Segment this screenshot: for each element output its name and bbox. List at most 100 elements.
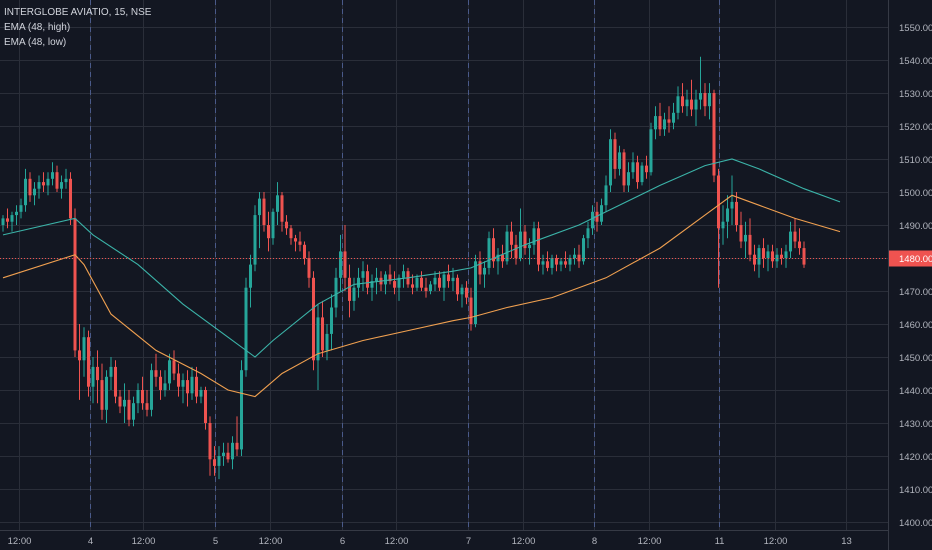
- candle[interactable]: [717, 168, 720, 288]
- candle[interactable]: [64, 168, 68, 189]
- candle[interactable]: [186, 370, 189, 407]
- candle[interactable]: [222, 442, 225, 466]
- candle[interactable]: [690, 79, 693, 117]
- candle[interactable]: [6, 208, 9, 229]
- candle[interactable]: [762, 238, 765, 268]
- candle[interactable]: [753, 244, 756, 272]
- candle[interactable]: [249, 254, 252, 308]
- candle[interactable]: [667, 106, 671, 133]
- candle[interactable]: [231, 436, 234, 470]
- candle[interactable]: [1, 215, 5, 232]
- candle[interactable]: [204, 386, 207, 430]
- candle[interactable]: [195, 366, 198, 404]
- candle[interactable]: [627, 162, 630, 192]
- candle[interactable]: [217, 446, 221, 480]
- candle[interactable]: [325, 324, 329, 361]
- candle[interactable]: [357, 267, 360, 298]
- candle[interactable]: [609, 129, 612, 192]
- candle[interactable]: [649, 122, 653, 176]
- candle[interactable]: [123, 383, 126, 423]
- candle[interactable]: [280, 192, 284, 232]
- candle[interactable]: [73, 208, 77, 358]
- candle[interactable]: [564, 251, 567, 268]
- candle[interactable]: [771, 244, 774, 268]
- candle[interactable]: [757, 244, 761, 278]
- candle[interactable]: [726, 195, 729, 239]
- candle[interactable]: [559, 258, 563, 272]
- candle[interactable]: [672, 102, 675, 130]
- ema-high-legend[interactable]: EMA (48, high): [4, 22, 71, 33]
- candle[interactable]: [37, 175, 41, 199]
- candle[interactable]: [285, 215, 288, 235]
- candle[interactable]: [802, 241, 806, 268]
- candle[interactable]: [60, 175, 63, 199]
- candle[interactable]: [289, 225, 293, 245]
- candle[interactable]: [604, 175, 608, 212]
- candle[interactable]: [226, 442, 230, 463]
- candle[interactable]: [181, 373, 185, 404]
- candle[interactable]: [537, 221, 540, 272]
- candle[interactable]: [105, 370, 108, 423]
- candle[interactable]: [150, 363, 153, 417]
- candle[interactable]: [582, 234, 585, 265]
- candle[interactable]: [118, 390, 122, 414]
- candle[interactable]: [145, 390, 149, 417]
- candle[interactable]: [168, 353, 171, 390]
- candle[interactable]: [514, 234, 518, 265]
- candle[interactable]: [793, 218, 797, 249]
- candle[interactable]: [748, 218, 752, 262]
- candle[interactable]: [55, 165, 59, 192]
- candle[interactable]: [15, 205, 18, 225]
- candle[interactable]: [622, 149, 626, 192]
- candle[interactable]: [352, 277, 356, 311]
- candle[interactable]: [735, 192, 738, 232]
- candle[interactable]: [114, 360, 117, 404]
- symbol-title[interactable]: INTERGLOBE AVIATIO, 15, NSE: [4, 7, 152, 18]
- candle[interactable]: [132, 396, 135, 427]
- candle[interactable]: [424, 277, 428, 298]
- candle[interactable]: [523, 225, 527, 255]
- candle[interactable]: [190, 366, 194, 400]
- candle[interactable]: [721, 205, 725, 245]
- candle[interactable]: [433, 271, 437, 291]
- candle[interactable]: [172, 350, 176, 381]
- candle[interactable]: [532, 221, 536, 255]
- candle[interactable]: [784, 244, 788, 268]
- candle[interactable]: [393, 271, 396, 295]
- candle[interactable]: [208, 416, 212, 476]
- candle[interactable]: [555, 254, 558, 272]
- candle[interactable]: [447, 264, 450, 288]
- candle[interactable]: [429, 281, 432, 295]
- candle[interactable]: [568, 254, 572, 272]
- candle[interactable]: [199, 386, 203, 404]
- candle[interactable]: [591, 205, 594, 235]
- candle[interactable]: [271, 208, 275, 245]
- candle[interactable]: [708, 83, 711, 120]
- candle[interactable]: [276, 182, 279, 225]
- candle[interactable]: [469, 287, 473, 331]
- candle[interactable]: [501, 244, 504, 268]
- candle[interactable]: [312, 271, 315, 371]
- candle[interactable]: [510, 221, 513, 258]
- candle[interactable]: [492, 228, 495, 268]
- candle[interactable]: [663, 112, 666, 136]
- candle[interactable]: [303, 241, 306, 265]
- candle[interactable]: [681, 83, 684, 113]
- candle[interactable]: [654, 106, 657, 140]
- candle[interactable]: [676, 86, 680, 120]
- candle[interactable]: [546, 251, 549, 272]
- candle[interactable]: [361, 261, 365, 291]
- candle[interactable]: [739, 211, 743, 249]
- candle[interactable]: [339, 234, 342, 291]
- candle[interactable]: [10, 211, 14, 232]
- candle[interactable]: [780, 248, 783, 265]
- candle[interactable]: [42, 172, 45, 192]
- candle[interactable]: [415, 274, 419, 292]
- candle[interactable]: [330, 294, 333, 351]
- candle[interactable]: [487, 231, 491, 275]
- candle[interactable]: [478, 251, 482, 285]
- candle[interactable]: [631, 152, 635, 179]
- candle[interactable]: [109, 357, 113, 390]
- candle[interactable]: [294, 234, 297, 252]
